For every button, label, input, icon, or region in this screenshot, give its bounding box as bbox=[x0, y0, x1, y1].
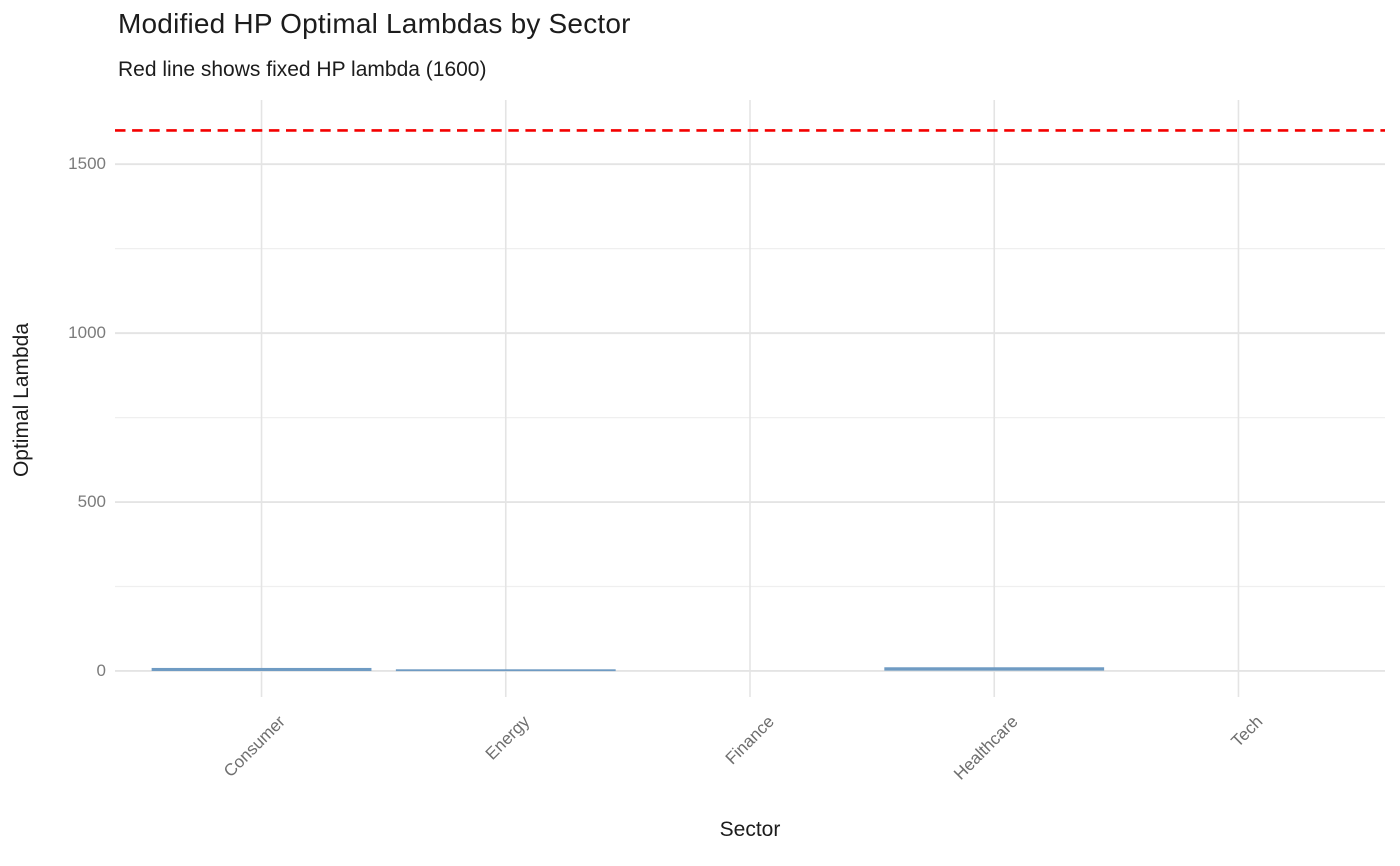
boxplot-healthcare bbox=[884, 667, 1105, 671]
y-tick-label: 0 bbox=[96, 660, 106, 680]
boxplot-consumer bbox=[151, 667, 372, 671]
chart-subtitle: Red line shows fixed HP lambda (1600) bbox=[118, 58, 487, 81]
chart-title: Modified HP Optimal Lambdas by Sector bbox=[118, 8, 631, 39]
y-tick-label: 1000 bbox=[68, 323, 106, 343]
boxplot-energy bbox=[395, 669, 616, 672]
y-tick-label: 500 bbox=[77, 492, 106, 512]
x-axis-title: Sector bbox=[719, 818, 781, 841]
y-tick-label: 1500 bbox=[68, 154, 106, 174]
